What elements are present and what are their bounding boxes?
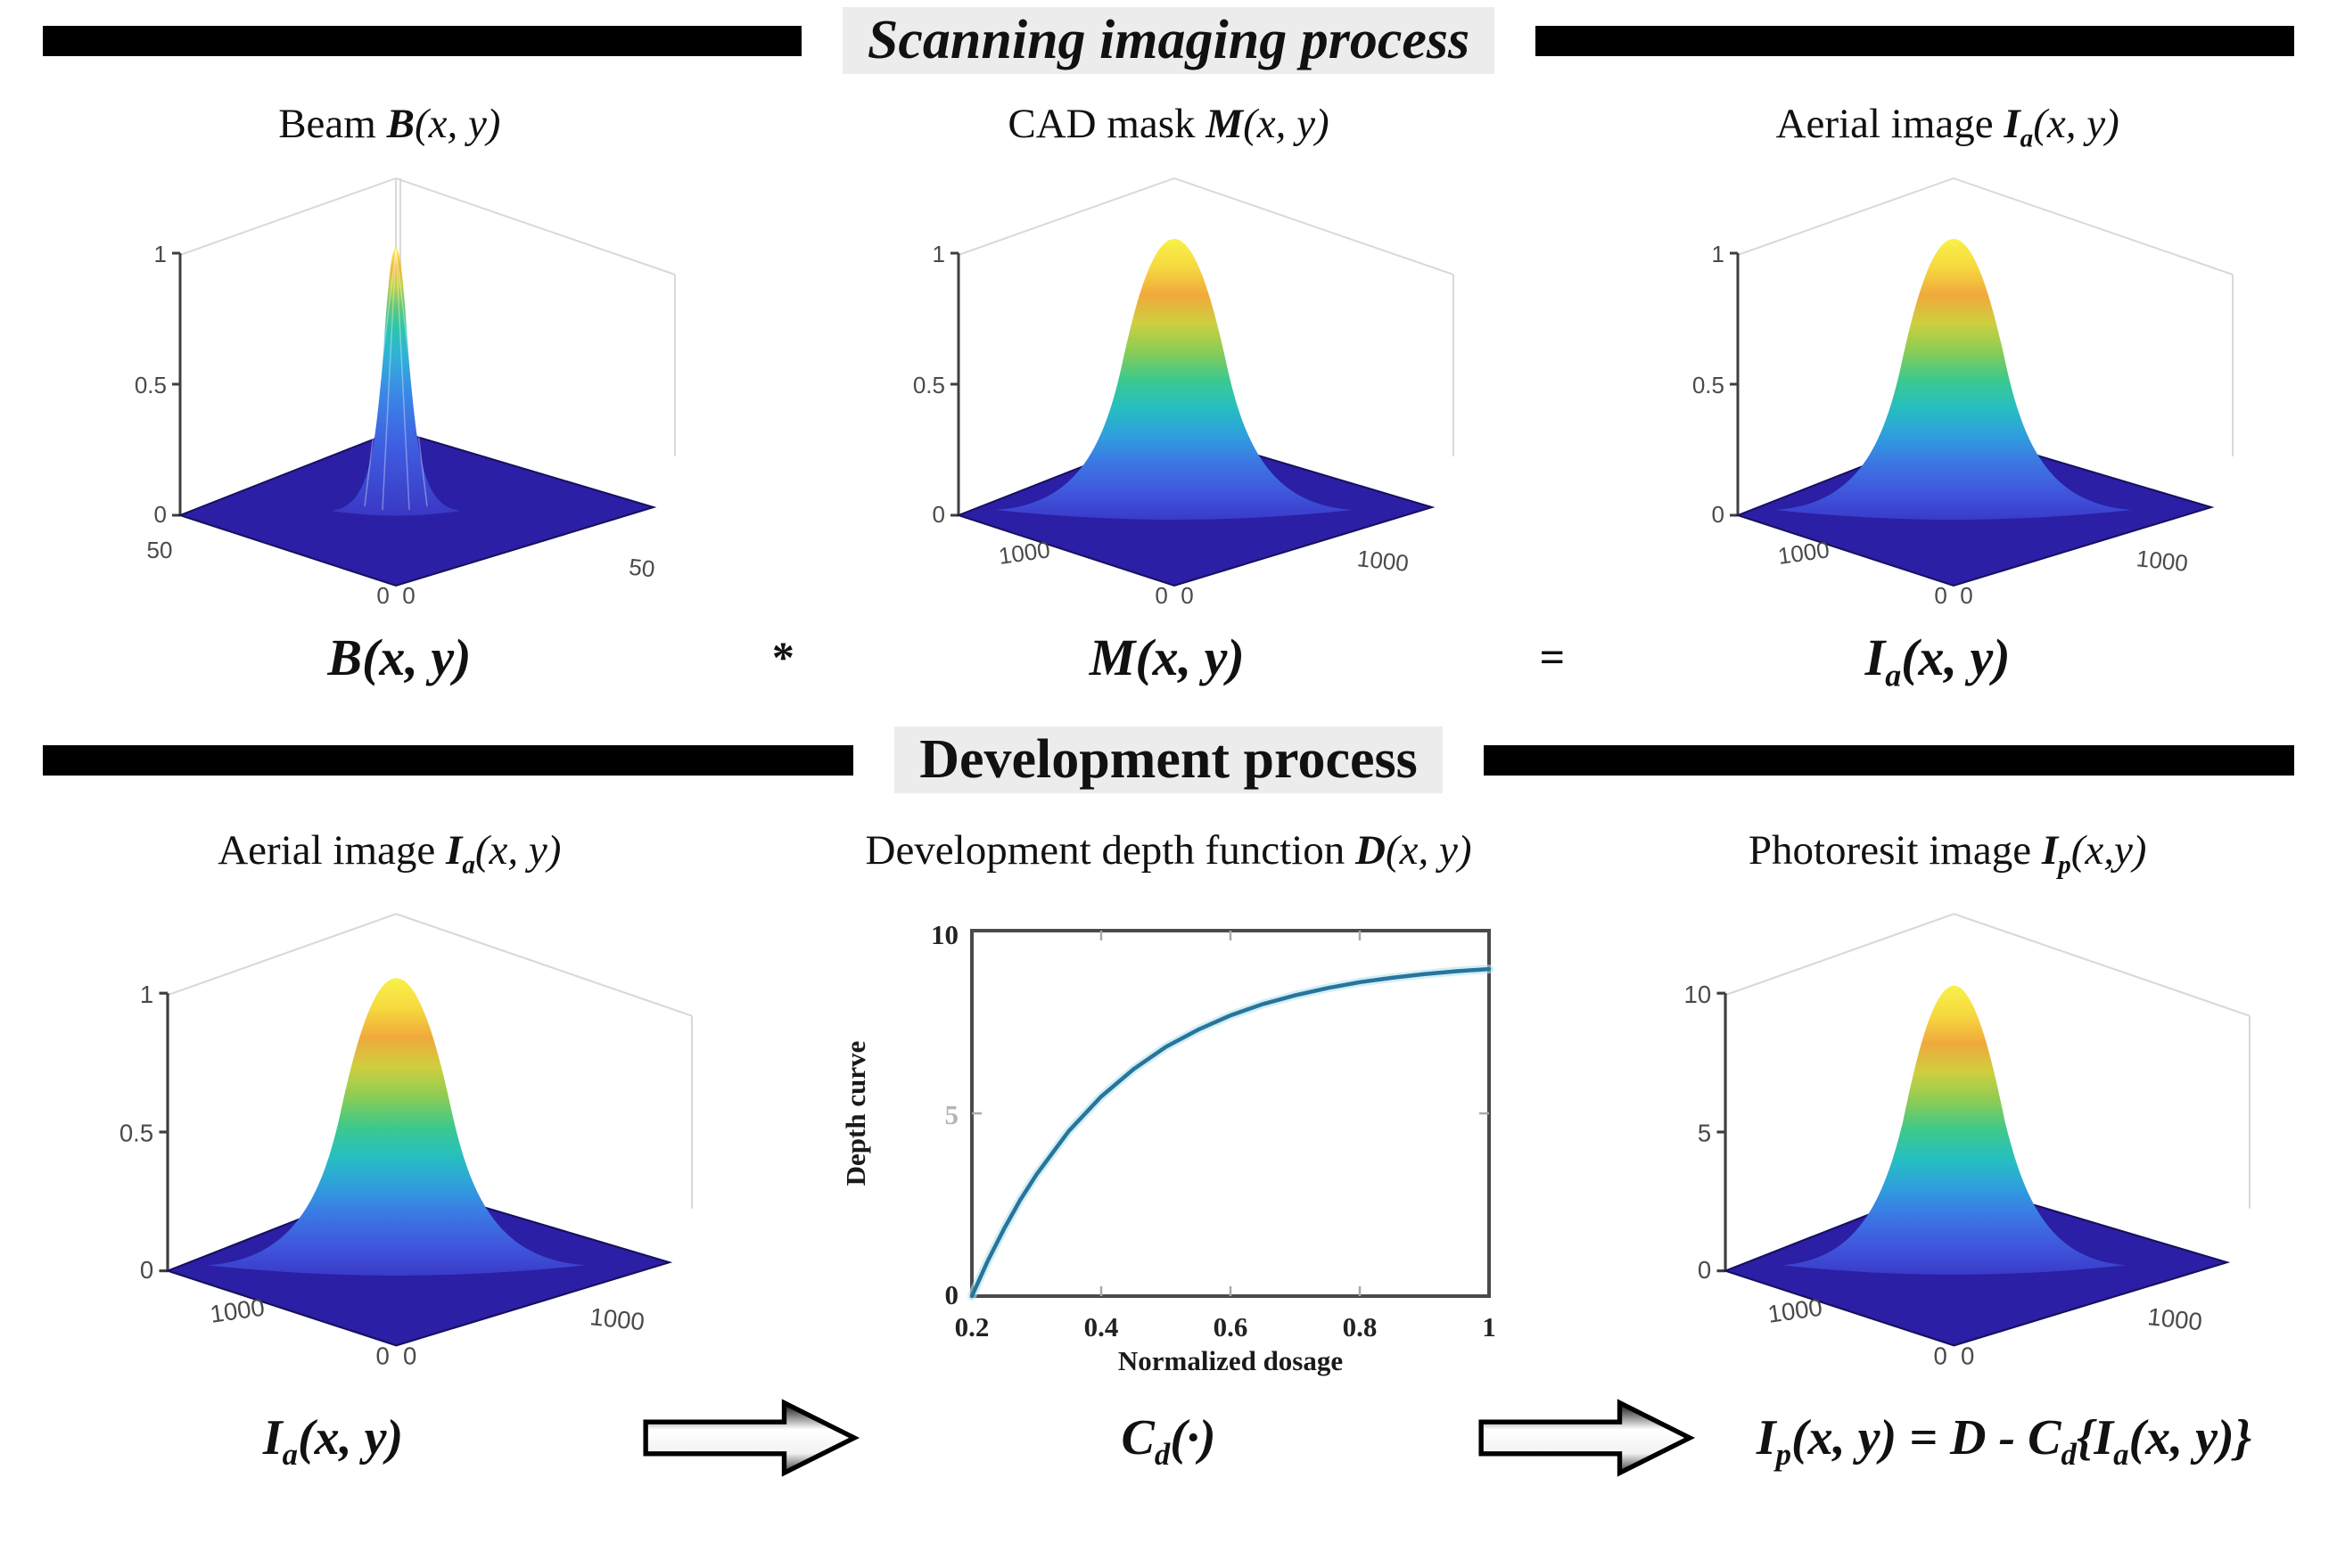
axes-box-lines [959, 177, 1455, 456]
x-tick-left: 50 [146, 537, 172, 563]
x-tick-left: 1000 [998, 536, 1052, 570]
right-arrow-icon [1478, 1399, 1696, 1477]
axes-box-lines [167, 912, 693, 1209]
x-tick-0.6: 0.6 [1214, 1311, 1248, 1342]
panel-title-cad-mask: CAD mask M(x, y) [1008, 101, 1329, 147]
scanning-panel-titles: Beam B(x, y) CAD mask M(x, y) Aerial ima… [0, 91, 2337, 157]
z-tick-bottom: 0 [153, 501, 166, 528]
z-tick-mid: 0.5 [1692, 372, 1724, 398]
dome-surface [1782, 985, 2127, 1275]
z-tick-top: 1 [140, 980, 153, 1007]
z-tick-mid: 0.5 [135, 372, 167, 398]
axes-box-lines [1737, 177, 2234, 456]
formula-term-Ip-equation: Ip(x, y) = D - Cd{Ia(x, y)} [1756, 1410, 2252, 1473]
scanning-section-header: Scanning imaging process [0, 7, 2337, 74]
origin-ticks: 0 0 [1934, 1342, 1975, 1369]
scanning-header-title: Scanning imaging process [842, 7, 1495, 74]
formula-term-Ia: Ia(x, y) [1864, 628, 2011, 694]
axes-box-lines [1724, 912, 2251, 1209]
y-tick-10: 10 [931, 919, 959, 950]
y-tick-5: 5 [945, 1099, 959, 1130]
equals-operator: = [1539, 632, 1566, 682]
z-tick-mid: 0.5 [913, 372, 945, 398]
origin-ticks: 0 0 [1156, 582, 1194, 609]
y-tick-0: 0 [945, 1279, 959, 1310]
x-tick-1: 1 [1483, 1311, 1497, 1342]
aerial-image-3d-plot-top: 1 0.5 0 1000 1000 0 0 [1692, 177, 2234, 609]
development-plots-row: 1 0.5 0 1000 1000 0 0 10 5 0 0.2 0.4 0.6… [0, 889, 2337, 1377]
header-bar-left [43, 25, 802, 56]
development-header-title: Development process [894, 727, 1443, 793]
formula-term-Ia: Ia(x, y) [262, 1410, 404, 1473]
aerial-image-3d-plot-bottom: 1 0.5 0 1000 1000 0 0 [119, 912, 693, 1369]
origin-ticks: 0 0 [376, 582, 415, 609]
panel-title-aerial-image: Aerial image Ia(x, y) [1775, 101, 2119, 153]
beam-spike-surface [330, 248, 461, 516]
axes-box-lines [179, 177, 676, 456]
panel-title-aerial-image: Aerial image Ia(x, y) [218, 827, 562, 880]
formula-term-Cd: Cd(·) [1121, 1410, 1216, 1473]
plot-frame [970, 928, 1492, 1298]
scanning-formula-row: B(x, y) * M(x, y) = Ia(x, y) [0, 614, 2337, 700]
z-tick-top: 1 [153, 241, 166, 267]
dome-surface [996, 239, 1354, 520]
z-tick-top: 1 [933, 241, 945, 267]
y-axis-label: Depth curve [840, 1040, 871, 1186]
header-bar-right [1535, 25, 2294, 56]
x-tick-left: 1000 [209, 1293, 267, 1327]
formula-term-B: B(x, y) [327, 628, 472, 686]
panel-title-beam: Beam B(x, y) [278, 101, 501, 147]
z-tick-mid: 0.5 [119, 1119, 153, 1146]
z-tick-bottom: 0 [140, 1256, 153, 1284]
dome-surface [207, 977, 586, 1276]
depth-curve-plot: 10 5 0 0.2 0.4 0.6 0.8 1 Normalized dosa… [840, 919, 1497, 1376]
cad-mask-3d-plot: 1 0.5 0 1000 1000 0 0 [913, 177, 1455, 609]
wireframe-lines [364, 249, 428, 511]
axis-tick-marks [972, 930, 1490, 1296]
y-tick-right: 50 [628, 554, 656, 583]
header-bar-right [1483, 744, 2294, 776]
y-tick-right: 1000 [2135, 545, 2190, 577]
origin-ticks: 0 0 [1934, 582, 1972, 609]
z-tick-top: 10 [1684, 980, 1712, 1007]
x-tick-0.4: 0.4 [1084, 1311, 1119, 1342]
x-tick-left: 1000 [1776, 536, 1831, 570]
y-tick-right: 1000 [2146, 1302, 2203, 1335]
y-tick-right: 1000 [1356, 545, 1411, 577]
z-tick-top: 1 [1712, 241, 1724, 267]
development-formula-row: Ia(x, y) Cd(·) Ip(x, y) = D - Cd{Ia(x, y… [0, 1388, 2337, 1488]
development-section-header: Development process [0, 727, 2337, 793]
right-arrow-icon [643, 1399, 860, 1477]
z-tick-bottom: 0 [933, 501, 945, 528]
panel-title-photoresist-image: Photoresit image Ip(x,y) [1748, 827, 2147, 880]
y-tick-right: 1000 [588, 1302, 646, 1335]
header-bar-left [43, 744, 854, 776]
scanning-plots-row: 1 0.5 0 50 50 0 0 1 0.5 0 1000 1000 0 0 [0, 160, 2337, 611]
z-tick-bottom: 0 [1712, 501, 1724, 528]
x-tick-0.8: 0.8 [1343, 1311, 1378, 1342]
dome-surface [1775, 239, 2133, 520]
depth-curve-line [970, 966, 1492, 1298]
z-tick-bottom: 0 [1698, 1256, 1711, 1284]
beam-3d-plot: 1 0.5 0 50 50 0 0 [135, 177, 676, 609]
development-panel-titles: Aerial image Ia(x, y) Development depth … [0, 816, 2337, 885]
formula-term-M: M(x, y) [1089, 628, 1245, 686]
panel-title-depth-function: Development depth function D(x, y) [865, 827, 1472, 874]
x-tick-0.2: 0.2 [955, 1311, 990, 1342]
x-tick-left: 1000 [1766, 1293, 1824, 1327]
convolution-operator: * [771, 632, 794, 682]
x-axis-label: Normalized dosage [1118, 1345, 1343, 1376]
origin-ticks: 0 0 [375, 1342, 416, 1369]
z-tick-mid: 5 [1698, 1119, 1711, 1146]
photoresist-3d-plot: 10 5 0 1000 1000 0 0 [1684, 912, 2251, 1369]
